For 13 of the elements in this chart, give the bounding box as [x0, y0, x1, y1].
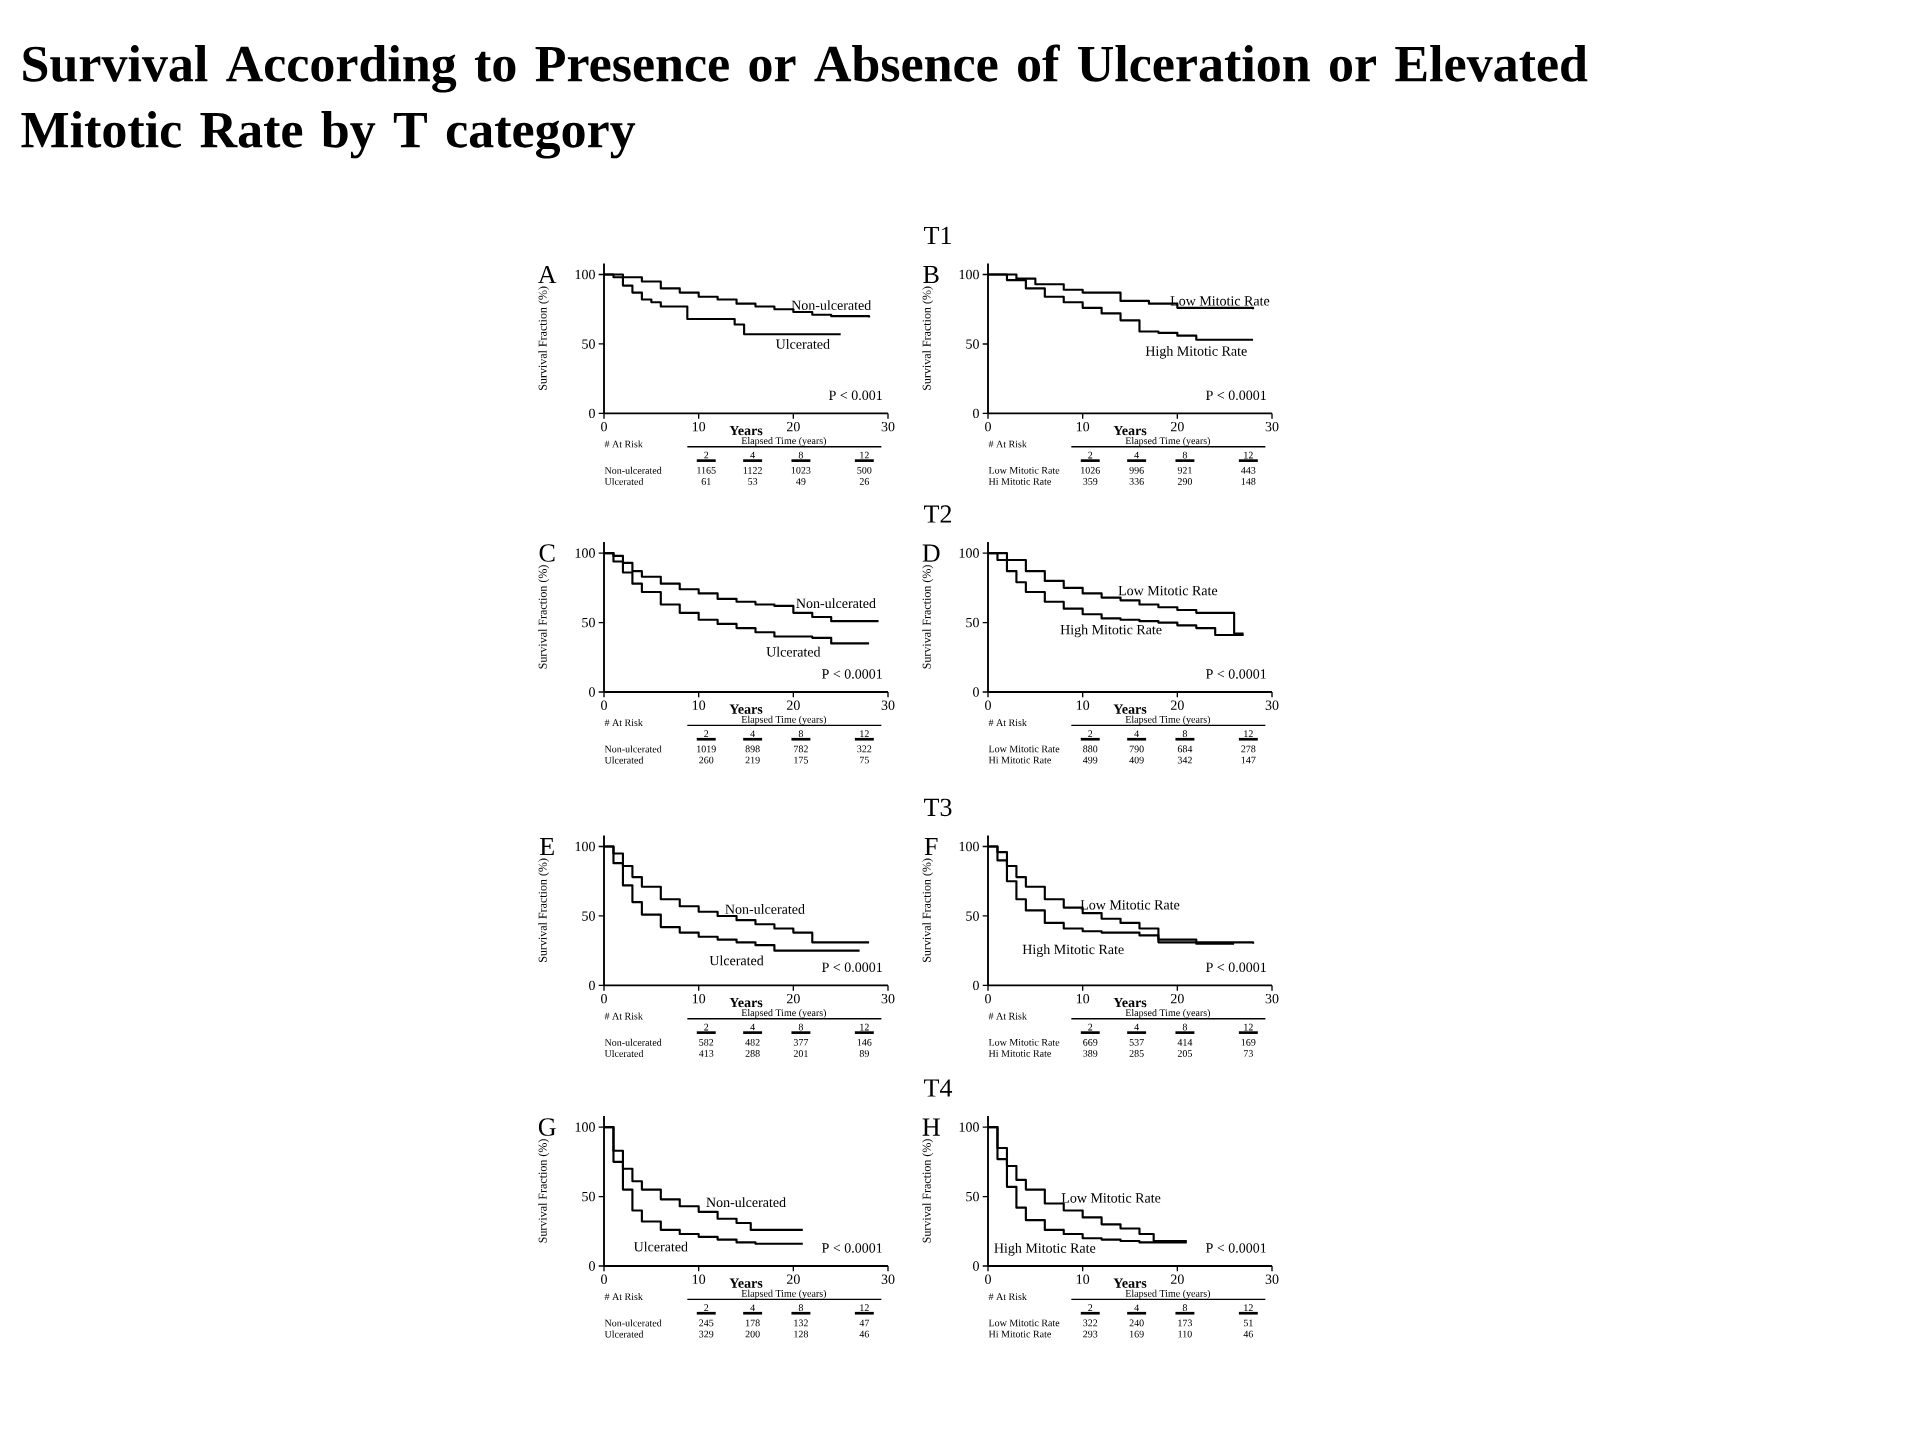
chart-title: E: [540, 838, 554, 856]
chart-title: A: [538, 265, 557, 284]
chart-title: C: [539, 544, 555, 562]
chart-title: H: [922, 1118, 940, 1136]
chart-title: D: [922, 544, 940, 562]
text: T3: [924, 798, 952, 817]
text: T2: [924, 505, 952, 523]
text: T4: [924, 1079, 953, 1097]
chart-title: G: [538, 1118, 556, 1136]
chart-title: B: [923, 265, 939, 284]
text: T1: [924, 226, 951, 244]
text: Survival According to Presence or Absence of Ulceration or Elevated Mitotic Rate by T category: [21, 44, 1588, 159]
chart-title: F: [924, 838, 938, 856]
